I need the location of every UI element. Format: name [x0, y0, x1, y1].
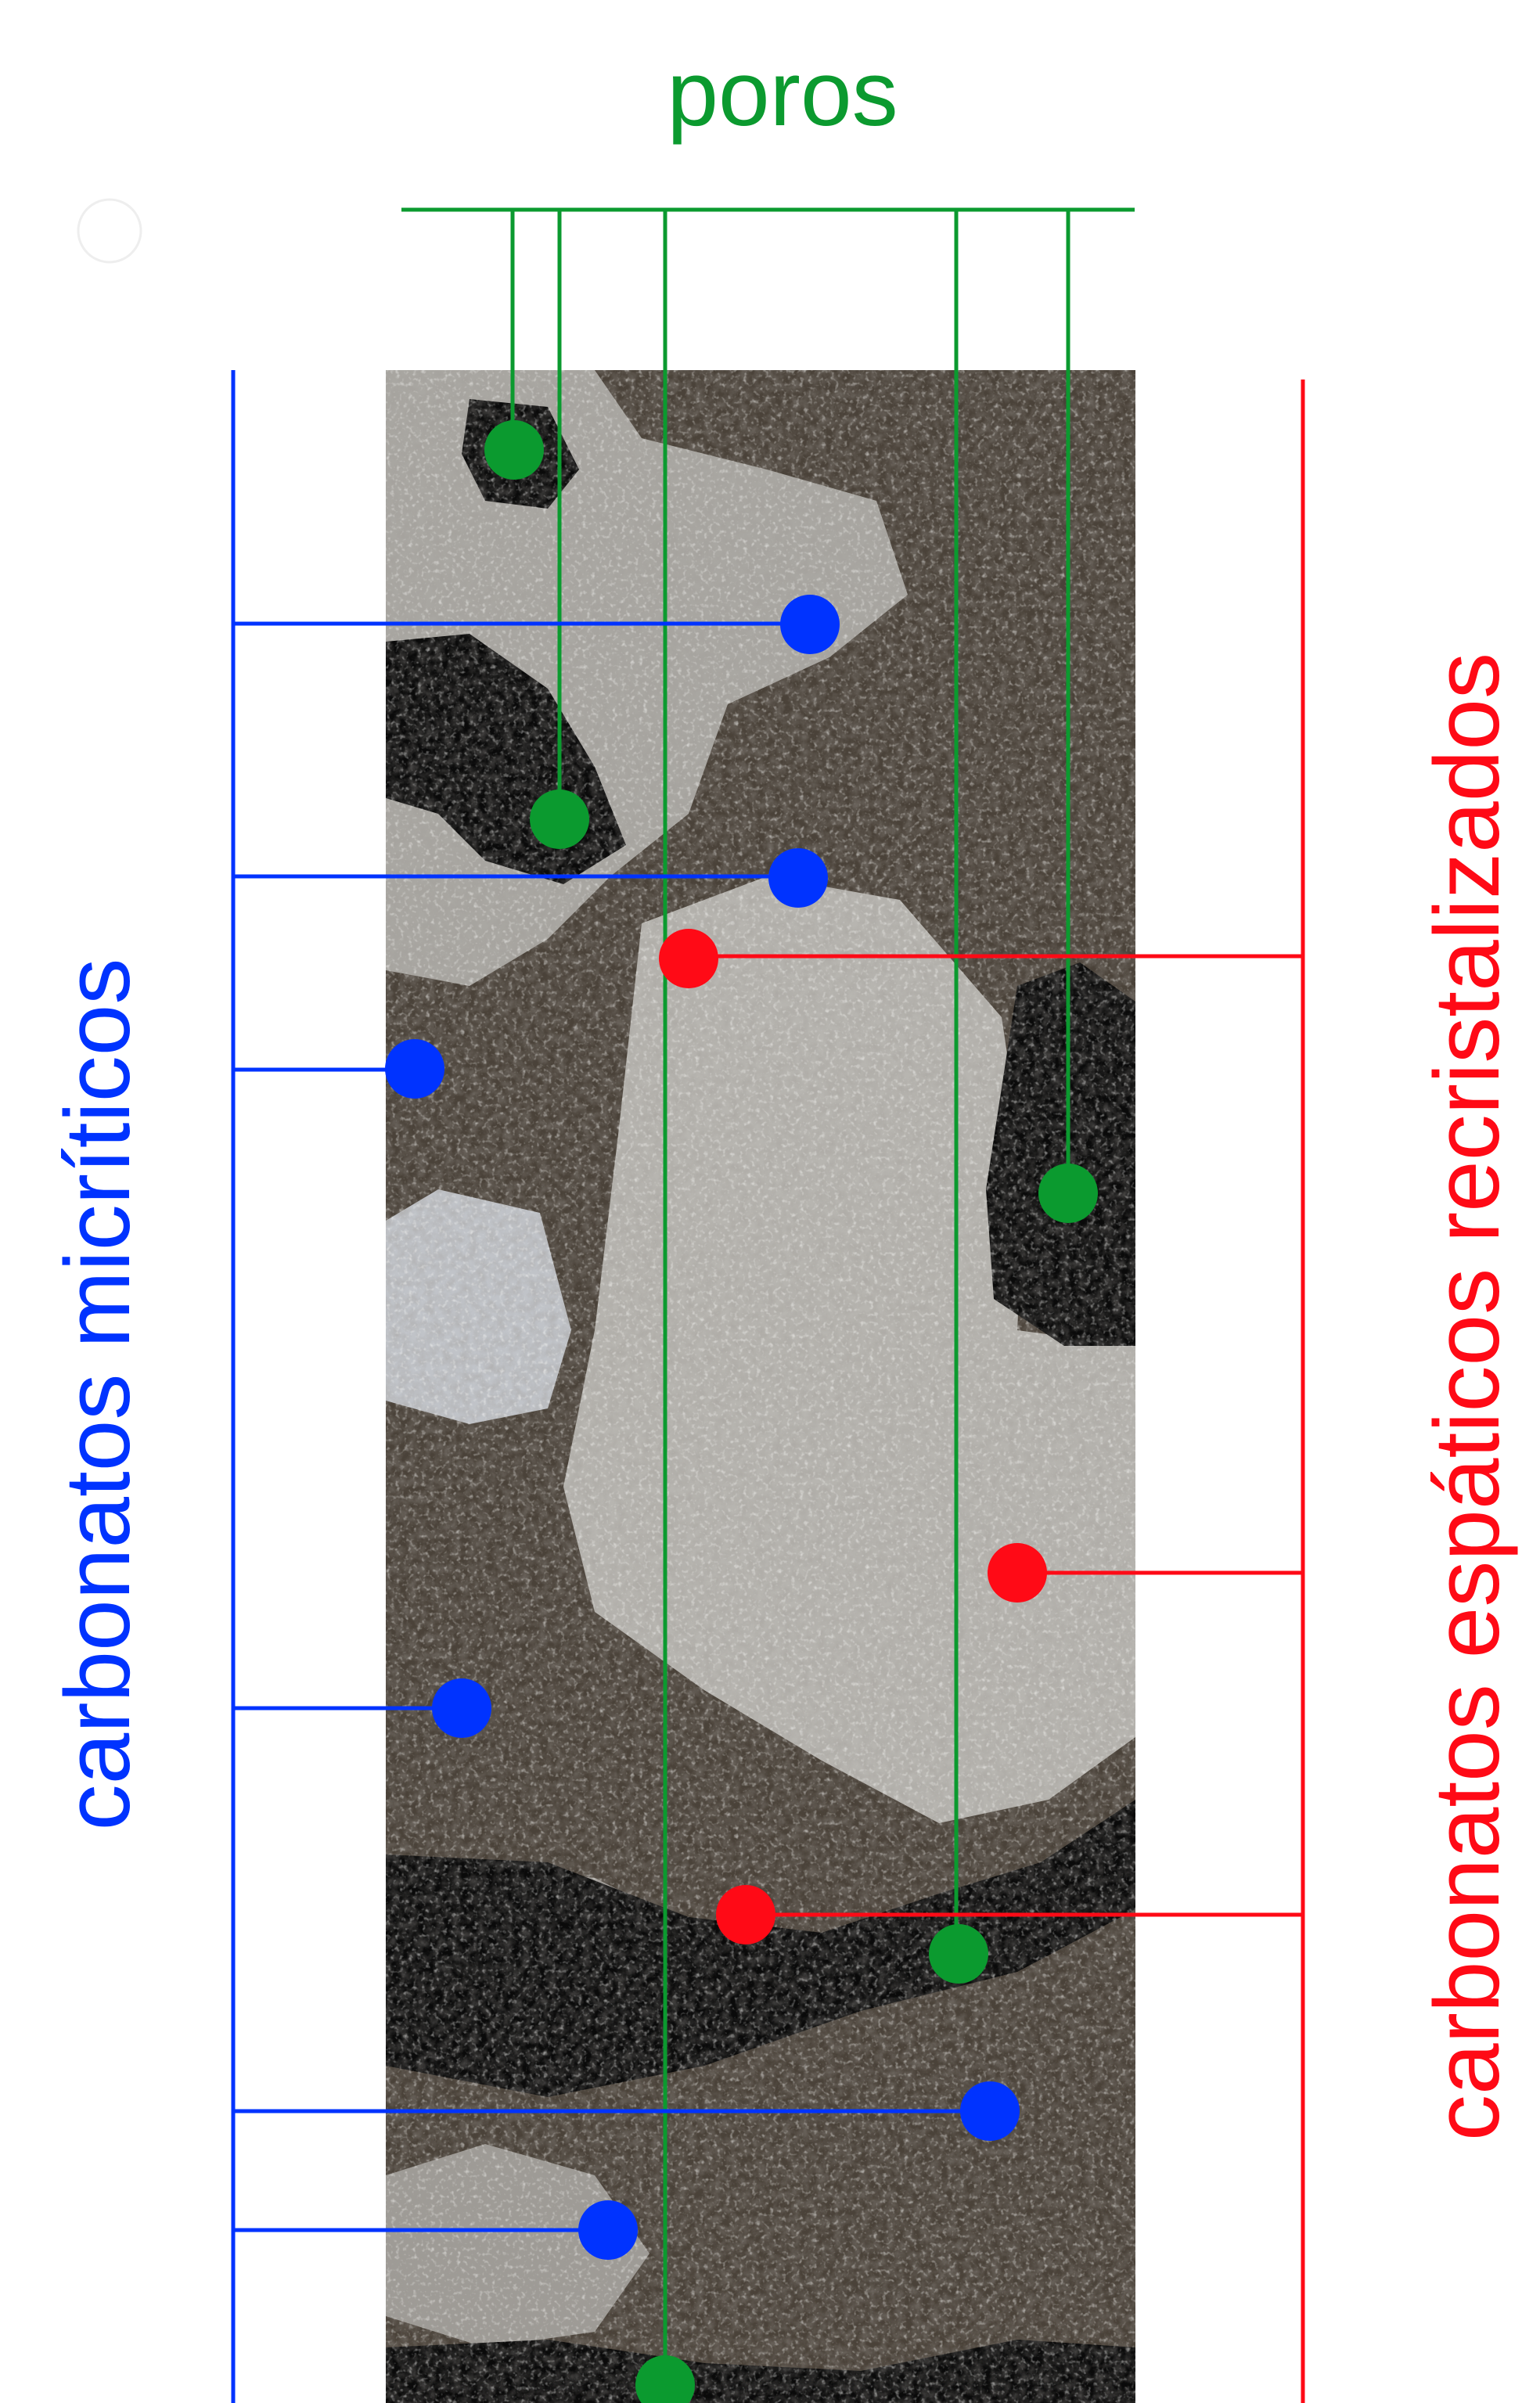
pores-marker-5 [635, 2355, 695, 2403]
micritic-annotation-group [231, 370, 990, 2403]
sparry-label: carbonatos espáticos recristalizados [1416, 653, 1519, 2141]
sparry-marker-3 [716, 1885, 775, 1944]
pores-annotation-group [401, 207, 1135, 2379]
pores-marker-1 [484, 420, 544, 480]
micritic-marker-1 [780, 595, 840, 654]
micritic-marker-3 [385, 1039, 444, 1099]
pores-marker-4 [929, 1924, 988, 1984]
sparry-markers [659, 929, 1047, 1944]
sparry-annotation-group [689, 380, 1305, 2403]
micritic-marker-5 [960, 2081, 1020, 2141]
pores-markers [484, 420, 1098, 2403]
micritic-marker-4 [432, 1678, 491, 1738]
sparry-marker-1 [659, 929, 718, 988]
pores-marker-2 [530, 790, 589, 849]
micritic-markers [385, 595, 1020, 2260]
pores-label: poros [667, 42, 898, 146]
micritic-marker-2 [768, 848, 828, 908]
sparry-marker-2 [988, 1543, 1047, 1603]
micritic-label: carbonatos micríticos [46, 959, 149, 1831]
pores-marker-3 [1038, 1164, 1098, 1223]
thin-section-photo [386, 370, 1135, 2403]
faint-circle-mark [77, 198, 142, 264]
micritic-marker-6 [578, 2200, 638, 2260]
